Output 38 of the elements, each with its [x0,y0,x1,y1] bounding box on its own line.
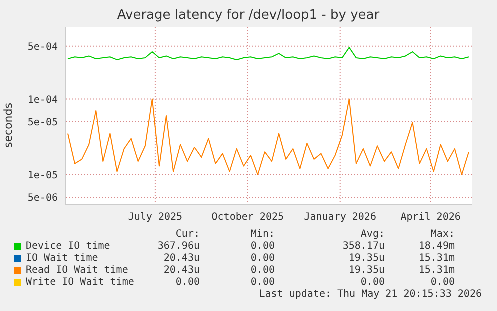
text: 0.00 [250,241,275,252]
y-tick-label: 5e-06 [28,193,58,204]
text: Avg: [360,229,385,240]
text: 367.96u [156,241,200,252]
text: 18.49m [418,241,455,252]
text: 0.00 [360,277,385,288]
text: 0.00 [250,253,275,264]
text: Last update: Thu May 21 20:15:33 2026 [259,289,482,300]
text: 19.35u [348,253,385,264]
x-tick-label: April 2026 [400,212,461,224]
x-tick-label: January 2026 [304,212,376,224]
text: 0.00 [250,277,275,288]
text: 0.00 [430,277,455,288]
text: 15.31m [418,253,455,264]
x-tick-label: July 2025 [128,212,183,224]
y-tick-label: 5e-05 [28,118,58,129]
chart-title: Average latency for /dev/loop1 - by year [116,8,381,23]
text: 0.00 [176,277,200,288]
text: Min: [250,229,275,240]
x-tick-label: October 2025 [212,212,284,224]
line-series [68,47,470,60]
text: Max: [430,229,455,240]
text: Cur: [174,229,200,240]
text: 0.00 [250,265,275,276]
y-tick-label: 5e-04 [28,42,58,53]
line-series [68,98,470,176]
legend-label: Write IO Wait time [26,277,134,288]
y-tick-label: 1e-04 [28,94,58,106]
y-tick-label: 1e-05 [28,170,58,182]
text: 15.31m [418,265,455,276]
legend-label: IO Wait time [26,253,98,264]
text: 20.43u [162,265,200,276]
legend-label: Read IO Wait time [26,265,128,276]
text: 19.35u [348,265,385,276]
y-axis-title: seconds [2,103,15,148]
text: 20.43u [162,253,200,264]
text: 358.17u [342,241,385,252]
legend-label: Device IO time [26,241,110,252]
